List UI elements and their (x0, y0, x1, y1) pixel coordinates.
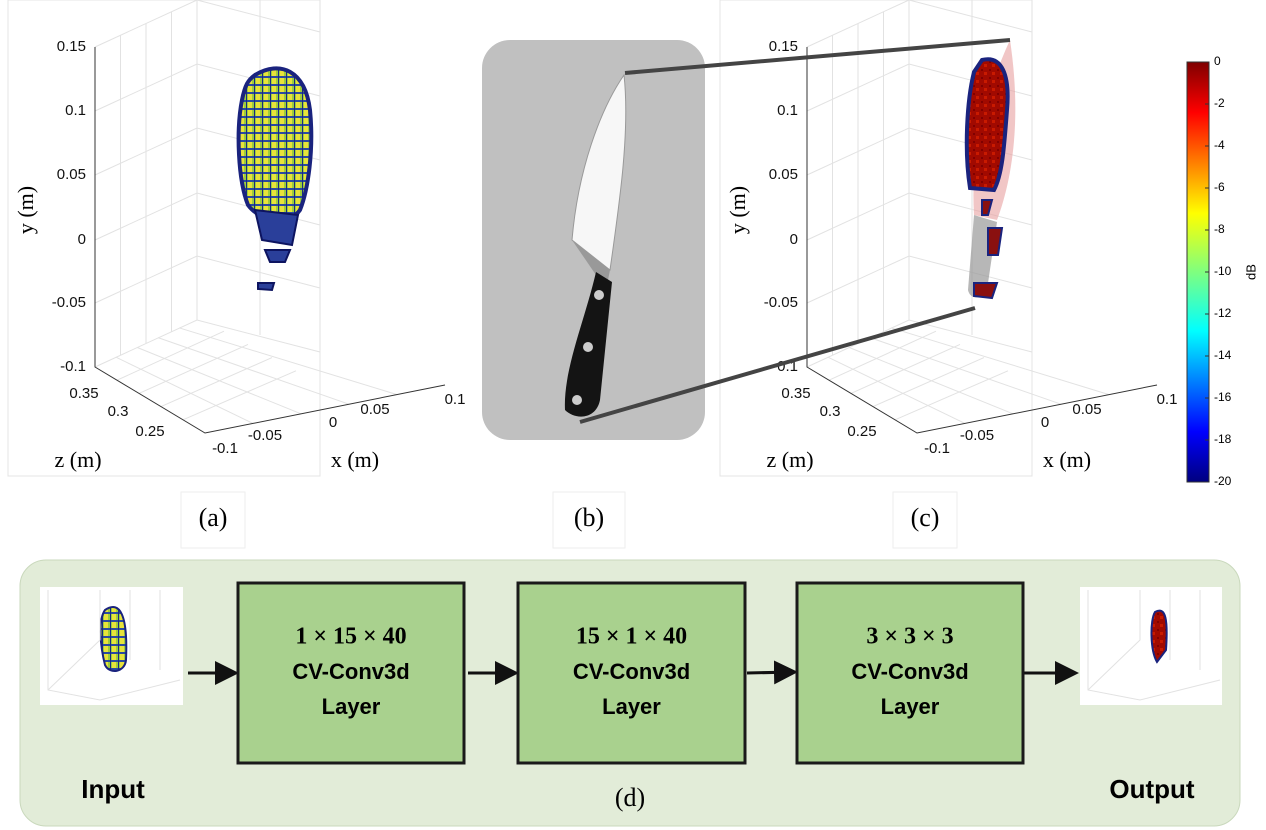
colorbar-tick-label: 0 (1214, 54, 1221, 68)
panel-label: (b) (574, 503, 604, 532)
voxel-image (967, 59, 1008, 190)
x-tick-label: 0.05 (1072, 401, 1101, 418)
colorbar-title: dB (1243, 264, 1258, 280)
y-tick-label: 0.15 (769, 38, 798, 55)
y-tick-label: 0.05 (57, 166, 86, 183)
colorbar-tick-label: -10 (1214, 264, 1232, 278)
colorbar-tick-label: -20 (1214, 474, 1232, 488)
x-tick-label: 0 (1041, 414, 1049, 431)
colorbar-tick-label: -14 (1214, 348, 1232, 362)
voxel-image (255, 210, 298, 290)
plot-3d: 0.15 0.1 0.05 0 -0.05 -0.1 0.35 0.3 0.25 -0.1 -0.0… (8, 0, 465, 548)
input-label: Input (81, 774, 145, 804)
z-tick-label: 0.3 (820, 403, 841, 420)
grid-line (828, 0, 1109, 423)
panel-label: (a) (199, 503, 228, 532)
x-tick-label: 0.1 (445, 391, 466, 408)
y-tick-label: 0 (790, 231, 798, 248)
figure: 0.15 0.1 0.05 0 -0.05 -0.1 0.35 0.3 0.25 -0.1 -0.0… (0, 0, 1266, 830)
grid-line (807, 256, 1032, 303)
colorbar-tick-label: -12 (1214, 306, 1232, 320)
grid-line (95, 320, 320, 367)
layer-name: CV-Conv3d (292, 659, 409, 684)
grid-line (95, 0, 320, 47)
z-tick-label: 0.25 (135, 423, 164, 440)
x-tick-label: 0.1 (1157, 391, 1178, 408)
x-tick-label: -0.1 (924, 440, 950, 457)
y-axis-title: y (m) (13, 186, 38, 234)
z-tick-label: 0.35 (69, 385, 98, 402)
x-axis-title: x (m) (331, 447, 379, 472)
y-tick-label: -0.1 (60, 358, 86, 375)
x-tick-label: -0.1 (212, 440, 238, 457)
y-tick-label: 0.1 (777, 102, 798, 119)
colorbar-tick-label: -16 (1214, 390, 1232, 404)
x-tick-label: -0.05 (960, 427, 994, 444)
layer-size: 3 × 3 × 3 (866, 624, 953, 650)
layer-name: CV-Conv3d (573, 659, 690, 684)
y-axis-title: y (m) (725, 186, 750, 234)
grid-line (807, 320, 1032, 367)
grid-line (95, 256, 320, 303)
x-tick-label: -0.05 (248, 427, 282, 444)
x-tick-label: 0.05 (360, 401, 389, 418)
y-tick-label: 0.1 (65, 102, 86, 119)
colorbar-tick-label: -6 (1214, 180, 1225, 194)
y-tick-label: -0.05 (52, 294, 86, 311)
voxel-image (239, 68, 312, 219)
y-tick-label: 0.15 (57, 38, 86, 55)
y-tick-label: 0.05 (769, 166, 798, 183)
layer-size: 15 × 1 × 40 (576, 624, 687, 650)
colorbar-tick-label: -8 (1214, 222, 1225, 236)
colorbar-tick-label: -2 (1214, 96, 1225, 110)
layer-kind: Layer (322, 694, 381, 719)
z-tick-label: 0.35 (781, 385, 810, 402)
y-tick-label: -0.05 (764, 294, 798, 311)
z-tick-label: 0.25 (847, 423, 876, 440)
colorbar: dB 0 -2 -4 -6 -8 -10 -12 -14 -16 -18 -20 (1187, 54, 1258, 488)
panel-label: (d) (615, 783, 645, 812)
x-axis-title: x (m) (1043, 447, 1091, 472)
layer-kind: Layer (602, 694, 661, 719)
z-axis-title: z (m) (54, 447, 101, 472)
colorbar-tick-label: -18 (1214, 432, 1232, 446)
layer-kind: Layer (881, 694, 940, 719)
z-axis-title: z (m) (766, 447, 813, 472)
x-tick-label: 0 (329, 414, 337, 431)
knife-photo: (b) (482, 40, 1010, 548)
z-tick-label: 0.3 (108, 403, 129, 420)
layer-name: CV-Conv3d (851, 659, 968, 684)
panel-label: (c) (911, 503, 940, 532)
network-diagram: Input Output (d) 1 × 15 × 40 CV-Conv3d Lay… (20, 560, 1240, 826)
output-label: Output (1109, 774, 1195, 804)
plot-3d: 0.150.10.050-0.05-0.10.350.30.25-0.1-0.0… (720, 0, 1177, 548)
y-tick-label: 0 (78, 231, 86, 248)
colorbar-tick-label: -4 (1214, 138, 1225, 152)
layer-size: 1 × 15 × 40 (295, 624, 406, 650)
